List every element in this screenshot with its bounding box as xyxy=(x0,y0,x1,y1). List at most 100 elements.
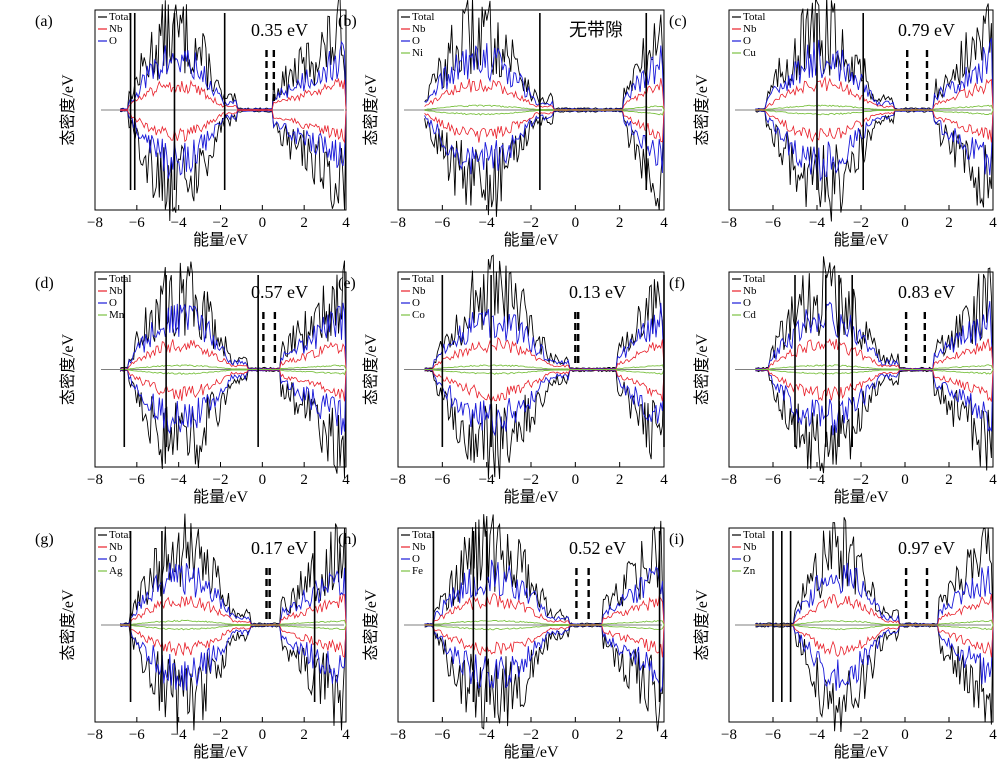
dos-series-ag-up xyxy=(120,619,347,626)
dos-series-ag-down xyxy=(120,624,347,631)
x-tick-label: −8 xyxy=(390,727,406,743)
bandgap-annotation: 0.52 eV xyxy=(569,538,626,558)
dos-series-total-down xyxy=(424,110,665,217)
x-tick-label: −2 xyxy=(853,472,869,488)
dos-series-o-up xyxy=(119,302,347,370)
y-axis-label: 态密度/eV xyxy=(59,589,77,661)
x-tick-label: 0 xyxy=(901,727,909,743)
dos-series-o-down xyxy=(120,625,347,691)
x-tick-label: −8 xyxy=(721,215,737,231)
dos-series-mn-up xyxy=(120,364,347,370)
dos-series-zn-down xyxy=(755,624,994,631)
x-tick-label: −4 xyxy=(809,472,825,488)
x-tick-label: −8 xyxy=(87,472,103,488)
legend-entry: Ag xyxy=(109,565,123,577)
x-axis-label: 能量/eV xyxy=(193,743,249,761)
legend-entry: O xyxy=(743,297,751,309)
panel-label: (d) xyxy=(35,275,54,292)
dos-series-nb-up xyxy=(120,339,347,370)
x-tick-label: −2 xyxy=(213,727,229,743)
dos-series-ni-up xyxy=(424,104,665,111)
x-tick-label: −2 xyxy=(853,727,869,743)
legend-entry: Nb xyxy=(743,285,757,297)
x-tick-label: 4 xyxy=(342,727,350,743)
legend-entry: Total xyxy=(743,529,765,541)
x-tick-label: −6 xyxy=(129,727,145,743)
x-tick-label: −4 xyxy=(809,215,825,231)
dos-series-ni-down xyxy=(424,109,665,116)
dos-series-co-down xyxy=(424,369,665,375)
x-axis-label: 能量/eV xyxy=(833,488,889,506)
x-tick-label: 2 xyxy=(945,727,953,743)
dos-series-nb-down xyxy=(755,624,994,658)
panel-label: (g) xyxy=(35,531,54,548)
y-axis-label: 态密度/eV xyxy=(362,589,380,661)
x-tick-label: −2 xyxy=(523,472,539,488)
x-tick-label: −2 xyxy=(523,215,539,231)
dos-series-total-down xyxy=(119,369,347,479)
x-tick-label: 2 xyxy=(300,727,308,743)
dos-series-total-down xyxy=(424,369,665,480)
legend-entry: O xyxy=(743,35,751,47)
x-tick-label: −8 xyxy=(721,727,737,743)
x-axis-label: 能量/eV xyxy=(833,743,889,761)
y-axis-label: 态密度/eV xyxy=(693,334,711,406)
dos-series-nb-down xyxy=(755,109,994,143)
dos-series-o-up xyxy=(120,40,347,110)
x-tick-label: −6 xyxy=(129,215,145,231)
legend-entry: Mn xyxy=(109,309,125,321)
x-tick-label: 4 xyxy=(660,472,668,488)
dos-series-o-down xyxy=(424,625,665,693)
legend-entry: O xyxy=(743,553,751,565)
dos-series-mn-down xyxy=(120,369,347,376)
legend-entry: Nb xyxy=(743,541,757,553)
panel-label: (b) xyxy=(338,13,357,30)
x-tick-label: 0 xyxy=(259,472,267,488)
dos-series-nb-up xyxy=(755,338,994,370)
legend-entry: Nb xyxy=(412,541,426,553)
x-tick-label: 0 xyxy=(259,215,267,231)
x-tick-label: −6 xyxy=(765,472,781,488)
dos-series-total-up xyxy=(755,517,994,625)
x-axis-label: 能量/eV xyxy=(503,231,559,249)
dos-series-o-up xyxy=(755,38,994,110)
x-tick-label: −6 xyxy=(434,472,450,488)
dos-series-cu-down xyxy=(755,109,994,116)
x-tick-label: 2 xyxy=(300,215,308,231)
dos-series-o-down xyxy=(755,625,994,691)
dos-series-fe-down xyxy=(424,624,665,631)
x-tick-label: 4 xyxy=(660,215,668,231)
x-tick-label: −4 xyxy=(479,727,495,743)
x-tick-label: −6 xyxy=(129,472,145,488)
x-tick-label: 0 xyxy=(572,215,580,231)
x-tick-label: −2 xyxy=(523,727,539,743)
x-axis-label: 能量/eV xyxy=(503,488,559,506)
dos-series-total-up xyxy=(424,254,665,370)
legend-entry: O xyxy=(412,35,420,47)
dos-series-nb-down xyxy=(424,109,665,143)
dos-series-total-up xyxy=(424,0,665,110)
dos-series-total-down xyxy=(119,625,347,734)
dos-series-o-down xyxy=(120,110,347,179)
bandgap-annotation: 无带隙 xyxy=(569,20,623,40)
x-axis-label: 能量/eV xyxy=(193,488,249,506)
x-tick-label: 2 xyxy=(945,472,953,488)
x-tick-label: −4 xyxy=(479,472,495,488)
x-axis-label: 能量/eV xyxy=(833,231,889,249)
dos-series-nb-up xyxy=(120,77,347,111)
legend-entry: Cd xyxy=(743,309,756,321)
dos-series-o-down xyxy=(424,369,665,437)
panel-label: (e) xyxy=(338,275,356,292)
bandgap-annotation: 0.97 eV xyxy=(898,538,955,558)
x-tick-label: 2 xyxy=(300,472,308,488)
x-axis-label: 能量/eV xyxy=(503,743,559,761)
legend-entry: Total xyxy=(412,273,434,285)
x-tick-label: −8 xyxy=(87,727,103,743)
x-tick-label: −6 xyxy=(765,727,781,743)
